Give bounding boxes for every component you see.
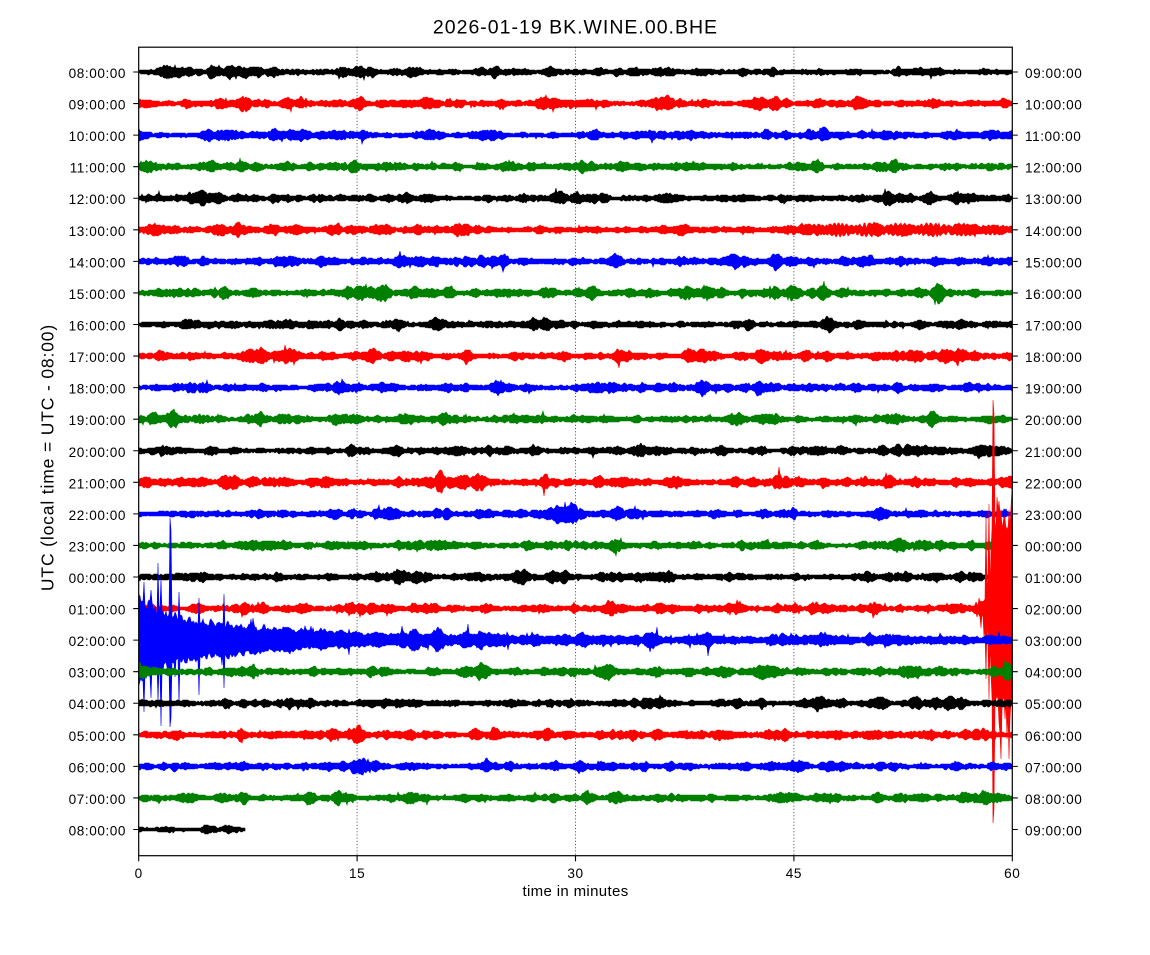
svg-text:14:00:00: 14:00:00 xyxy=(69,255,126,270)
svg-text:06:00:00: 06:00:00 xyxy=(1025,729,1082,744)
svg-text:16:00:00: 16:00:00 xyxy=(69,319,126,334)
svg-text:0: 0 xyxy=(135,866,143,881)
svg-text:22:00:00: 22:00:00 xyxy=(69,508,126,523)
svg-text:11:00:00: 11:00:00 xyxy=(1025,129,1081,144)
svg-text:18:00:00: 18:00:00 xyxy=(1025,350,1082,365)
svg-text:12:00:00: 12:00:00 xyxy=(69,192,126,207)
svg-text:01:00:00: 01:00:00 xyxy=(69,603,126,618)
svg-text:10:00:00: 10:00:00 xyxy=(1025,98,1082,113)
svg-text:08:00:00: 08:00:00 xyxy=(1025,792,1082,807)
svg-text:02:00:00: 02:00:00 xyxy=(69,634,126,649)
svg-text:16:00:00: 16:00:00 xyxy=(1025,287,1082,302)
svg-text:21:00:00: 21:00:00 xyxy=(69,476,126,491)
svg-text:01:00:00: 01:00:00 xyxy=(1025,571,1082,586)
svg-text:07:00:00: 07:00:00 xyxy=(1025,760,1082,775)
svg-text:30: 30 xyxy=(567,866,583,881)
svg-text:17:00:00: 17:00:00 xyxy=(1025,319,1082,334)
svg-text:09:00:00: 09:00:00 xyxy=(1025,66,1082,81)
svg-text:19:00:00: 19:00:00 xyxy=(69,413,126,428)
svg-text:09:00:00: 09:00:00 xyxy=(1025,824,1082,839)
svg-text:23:00:00: 23:00:00 xyxy=(1025,508,1082,523)
svg-text:21:00:00: 21:00:00 xyxy=(1025,445,1082,460)
svg-text:04:00:00: 04:00:00 xyxy=(69,697,126,712)
svg-text:00:00:00: 00:00:00 xyxy=(1025,539,1082,554)
svg-text:14:00:00: 14:00:00 xyxy=(1025,224,1082,239)
svg-text:09:00:00: 09:00:00 xyxy=(69,98,126,113)
svg-text:19:00:00: 19:00:00 xyxy=(1025,382,1082,397)
svg-text:13:00:00: 13:00:00 xyxy=(1025,192,1082,207)
svg-text:15:00:00: 15:00:00 xyxy=(69,287,126,302)
svg-text:02:00:00: 02:00:00 xyxy=(1025,603,1082,618)
svg-text:time in minutes: time in minutes xyxy=(522,883,628,900)
svg-text:00:00:00: 00:00:00 xyxy=(69,571,126,586)
svg-text:12:00:00: 12:00:00 xyxy=(1025,161,1082,176)
svg-text:15: 15 xyxy=(349,866,365,881)
svg-text:18:00:00: 18:00:00 xyxy=(69,382,126,397)
svg-text:60: 60 xyxy=(1004,866,1020,881)
svg-text:45: 45 xyxy=(786,866,802,881)
svg-text:2026-01-19 BK.WINE.00.BHE: 2026-01-19 BK.WINE.00.BHE xyxy=(433,17,718,39)
svg-text:20:00:00: 20:00:00 xyxy=(1025,413,1082,428)
svg-text:07:00:00: 07:00:00 xyxy=(69,792,126,807)
svg-text:17:00:00: 17:00:00 xyxy=(69,350,126,365)
svg-text:15:00:00: 15:00:00 xyxy=(1025,255,1082,270)
svg-text:06:00:00: 06:00:00 xyxy=(69,760,126,775)
svg-text:11:00:00: 11:00:00 xyxy=(70,161,126,176)
svg-text:UTC (local time = UTC - 08:00): UTC (local time = UTC - 08:00) xyxy=(38,324,58,591)
svg-text:10:00:00: 10:00:00 xyxy=(69,129,126,144)
svg-text:03:00:00: 03:00:00 xyxy=(69,666,126,681)
svg-text:23:00:00: 23:00:00 xyxy=(69,539,126,554)
svg-text:04:00:00: 04:00:00 xyxy=(1025,666,1082,681)
svg-text:22:00:00: 22:00:00 xyxy=(1025,476,1082,491)
svg-text:13:00:00: 13:00:00 xyxy=(69,224,126,239)
svg-text:20:00:00: 20:00:00 xyxy=(69,445,126,460)
svg-text:08:00:00: 08:00:00 xyxy=(69,824,126,839)
svg-text:05:00:00: 05:00:00 xyxy=(69,729,126,744)
svg-text:03:00:00: 03:00:00 xyxy=(1025,634,1082,649)
svg-text:08:00:00: 08:00:00 xyxy=(69,66,126,81)
svg-text:05:00:00: 05:00:00 xyxy=(1025,697,1082,712)
